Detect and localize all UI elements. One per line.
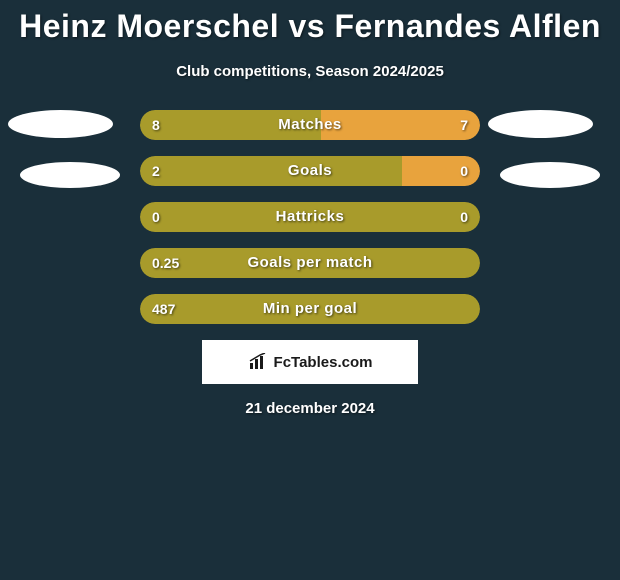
bar-track: 20Goals xyxy=(140,156,480,186)
brand-text: FcTables.com xyxy=(274,354,373,371)
footer-date: 21 december 2024 xyxy=(0,400,620,417)
stat-label: Matches xyxy=(140,110,480,140)
stat-label: Goals xyxy=(140,156,480,186)
page-subtitle: Club competitions, Season 2024/2025 xyxy=(0,63,620,80)
stat-label: Hattricks xyxy=(140,202,480,232)
bar-track: 87Matches xyxy=(140,110,480,140)
stat-row: 0.25Goals per match xyxy=(0,248,620,278)
stat-row: 87Matches xyxy=(0,110,620,140)
stat-row: 20Goals xyxy=(0,156,620,186)
brand-box: FcTables.com xyxy=(202,340,418,384)
brand-logo: FcTables.com xyxy=(248,353,373,371)
page-title: Heinz Moerschel vs Fernandes Alflen xyxy=(0,0,620,45)
stat-row: 487Min per goal xyxy=(0,294,620,324)
stat-label: Goals per match xyxy=(140,248,480,278)
bar-track: 00Hattricks xyxy=(140,202,480,232)
stat-label: Min per goal xyxy=(140,294,480,324)
bar-track: 487Min per goal xyxy=(140,294,480,324)
stat-row: 00Hattricks xyxy=(0,202,620,232)
comparison-chart: 87Matches 20Goals 00Hattricks 0.25Goals per… xyxy=(0,110,620,417)
chart-icon xyxy=(248,353,270,371)
bar-track: 0.25Goals per match xyxy=(140,248,480,278)
